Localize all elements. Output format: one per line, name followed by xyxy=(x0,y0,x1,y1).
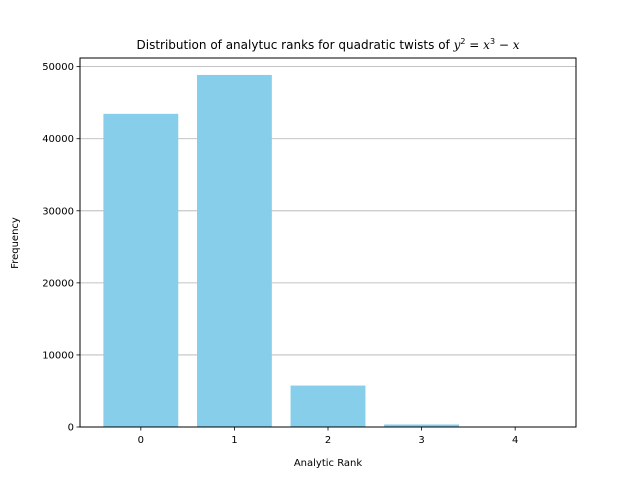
title-math-minus: − xyxy=(495,38,513,52)
y-tick-label: 30000 xyxy=(42,206,74,217)
x-axis-label: Analytic Rank xyxy=(294,458,363,469)
bar-rank-3 xyxy=(384,424,460,427)
y-tick-label: 0 xyxy=(68,423,74,434)
chart-title: Distribution of analytuc ranks for quadr… xyxy=(137,37,520,52)
title-math-x1-exp: 3 xyxy=(490,37,495,46)
title-math-eq: = xyxy=(465,38,483,52)
title-math-x1: x xyxy=(483,38,490,52)
y-tick-label: 10000 xyxy=(42,350,74,361)
x-tick-label: 3 xyxy=(418,435,424,446)
x-axis-ticks: 0 1 2 3 4 xyxy=(138,427,518,446)
y-tick-label: 20000 xyxy=(42,278,74,289)
x-tick-label: 2 xyxy=(325,435,331,446)
title-math-x2: x xyxy=(513,38,520,52)
y-tick-label: 50000 xyxy=(42,62,74,73)
x-tick-label: 4 xyxy=(512,435,518,446)
bar-rank-2 xyxy=(290,385,366,427)
x-tick-label: 1 xyxy=(231,435,237,446)
title-math-y: y xyxy=(453,38,461,52)
title-math-y-exp: 2 xyxy=(460,37,465,46)
title-prefix: Distribution of analytuc ranks for quadr… xyxy=(137,38,454,52)
y-axis-label: Frequency xyxy=(10,217,21,269)
bar-rank-1 xyxy=(196,74,272,427)
y-tick-label: 40000 xyxy=(42,134,74,145)
y-axis-ticks: 0 10000 20000 30000 40000 50000 xyxy=(42,62,80,434)
x-tick-label: 0 xyxy=(138,435,144,446)
bar-rank-0 xyxy=(103,113,179,427)
bars xyxy=(103,74,553,427)
